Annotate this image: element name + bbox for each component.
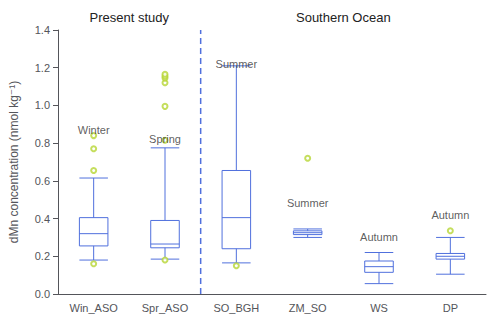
- svg-text:WS: WS: [370, 302, 388, 314]
- svg-text:0.2: 0.2: [35, 250, 50, 262]
- svg-text:0.4: 0.4: [35, 213, 50, 225]
- svg-text:Spring: Spring: [149, 133, 181, 145]
- svg-text:Southern Ocean: Southern Ocean: [296, 10, 391, 25]
- svg-text:Autumn: Autumn: [360, 231, 398, 243]
- svg-text:Winter: Winter: [78, 124, 110, 136]
- svg-text:Spr_ASO: Spr_ASO: [142, 302, 189, 314]
- svg-text:SO_BGH: SO_BGH: [213, 302, 259, 314]
- svg-text:1.4: 1.4: [35, 24, 50, 36]
- svg-text:Summer: Summer: [216, 58, 258, 70]
- svg-text:Win_ASO: Win_ASO: [70, 302, 119, 314]
- svg-text:0.8: 0.8: [35, 137, 50, 149]
- svg-text:Summer: Summer: [287, 197, 329, 209]
- svg-text:Autumn: Autumn: [431, 209, 469, 221]
- svg-text:Present study: Present study: [90, 10, 170, 25]
- svg-text:dMn concentration (nmol kg⁻¹): dMn concentration (nmol kg⁻¹): [7, 81, 21, 243]
- svg-text:0.6: 0.6: [35, 175, 50, 187]
- svg-text:DP: DP: [443, 302, 458, 314]
- svg-text:0.0: 0.0: [35, 288, 50, 300]
- svg-text:ZM_SO: ZM_SO: [289, 302, 327, 314]
- svg-text:1.2: 1.2: [35, 62, 50, 74]
- svg-text:1.0: 1.0: [35, 99, 50, 111]
